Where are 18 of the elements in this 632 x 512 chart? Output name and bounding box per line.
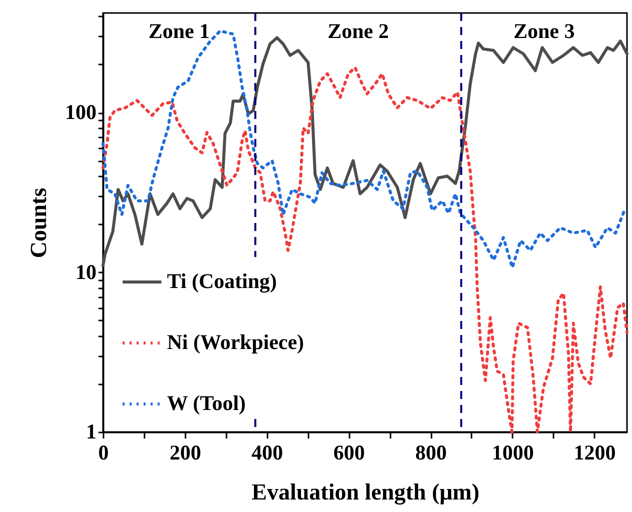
x-tick-label: 1200 [574,440,616,464]
annotation: Zone 1 [148,19,210,43]
x-tick-label: 400 [252,440,283,464]
x-axis-title: Evaluation length (μm) [252,480,480,506]
x-tick-label: 200 [170,440,202,464]
x-tick-label: 0 [98,440,109,464]
y-tick-label: 10 [76,260,96,284]
legend-label: W (Tool) [167,391,246,415]
x-tick-label: 600 [333,440,365,464]
y-axis-title: Counts [26,188,51,258]
y-tick-label: 100 [65,100,96,124]
x-tick-label: 800 [415,440,447,464]
x-tick-label: 1000 [492,440,534,464]
annotation: Zone 2 [328,19,389,43]
legend-label: Ti (Coating) [167,269,277,293]
legend-label: Ni (Workpiece) [167,330,304,354]
annotation: Zone 3 [513,19,575,43]
y-tick-label: 1 [86,420,96,444]
